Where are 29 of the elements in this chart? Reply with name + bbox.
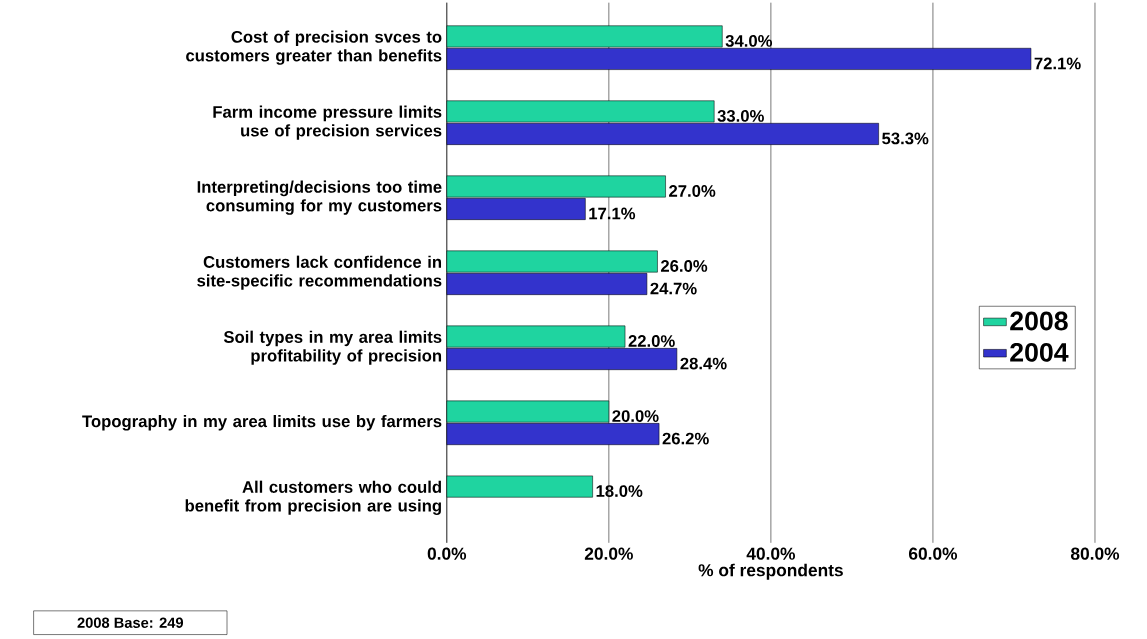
y-tick-label: Cost of precision svces to customers greater than benefits xyxy=(186,30,442,65)
data-label: 17.1% xyxy=(589,207,636,220)
data-label: 20.0% xyxy=(612,410,659,423)
legend-label: 2004 xyxy=(1010,342,1069,362)
x-tick-label: 40.0% xyxy=(746,547,795,560)
x-axis-title: % of respondents xyxy=(698,563,843,580)
data-label: 28.4% xyxy=(680,357,727,370)
y-tick-label: All customers who could benefit from precision are using xyxy=(185,480,441,516)
data-label: 27.0% xyxy=(669,185,716,197)
x-tick-label: 80.0% xyxy=(1070,547,1120,560)
data-label: 72.1% xyxy=(1034,57,1081,70)
data-label: 33.0% xyxy=(717,110,764,122)
text: 2008 Base: 249 xyxy=(77,617,184,628)
x-tick-label: 20.0% xyxy=(584,547,633,560)
y-tick-label: Farm income pressure limits use of precision services xyxy=(213,105,442,140)
legend-label: 2008 xyxy=(1010,311,1068,331)
data-label: 34.0% xyxy=(725,35,773,47)
data-label: 24.7% xyxy=(650,282,697,295)
data-label: 18.0% xyxy=(596,485,643,498)
data-label: 53.3% xyxy=(882,132,929,145)
y-tick-label: Interpreting/decisions too time consuming for my customers xyxy=(197,180,442,215)
x-tick-label: 0.0% xyxy=(427,547,467,560)
y-tick-label: Soil types in my area limits profitability of precision xyxy=(223,330,442,365)
data-label: 26.0% xyxy=(660,260,708,272)
y-tick-label: Topography in my area limits use by farmers xyxy=(82,415,442,431)
data-label: 22.0% xyxy=(628,335,675,347)
data-label: 26.2% xyxy=(662,432,709,445)
x-tick-label: 60.0% xyxy=(908,547,958,560)
y-tick-label: Customers lack confidence in site-specific recommendations xyxy=(197,255,442,290)
